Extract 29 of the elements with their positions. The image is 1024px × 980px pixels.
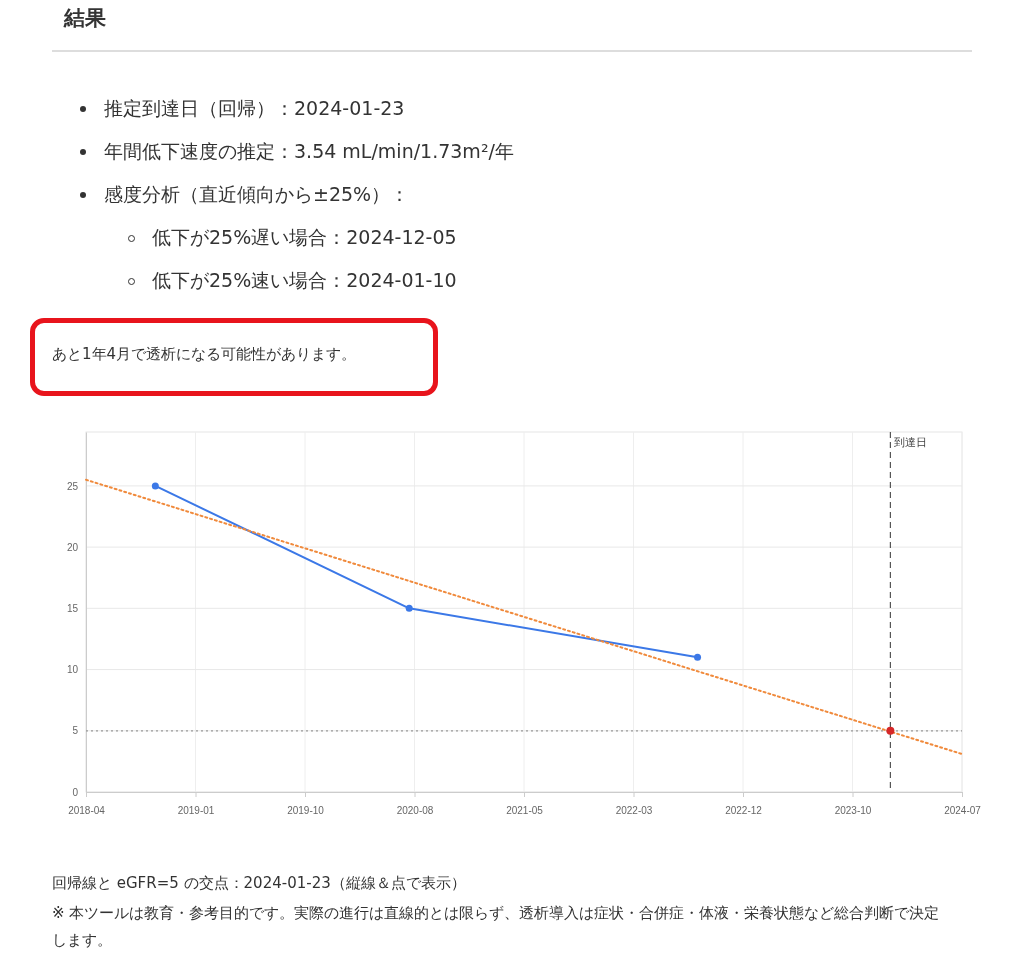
y-tick-label: 5 bbox=[72, 725, 79, 737]
x-tick-label: 2019-10 bbox=[287, 805, 325, 816]
text: 低下が25%遅い場合：2024-12-05 bbox=[152, 225, 457, 251]
point bbox=[694, 653, 702, 661]
point bbox=[405, 604, 413, 612]
y-tick-label: 25 bbox=[66, 480, 79, 492]
text: 回帰線と eGFR=5 の交点：2024-01-23（縦線＆点で表示） bbox=[52, 873, 467, 894]
text: 低下が25%速い場合：2024-01-10 bbox=[152, 268, 457, 294]
x-tick-label: 2022-12 bbox=[725, 805, 763, 816]
x-tick-label: 2023-10 bbox=[834, 805, 872, 816]
y-tick-label: 0 bbox=[72, 786, 79, 798]
text: 年間低下速度の推定：3.54 mL/min/1.73m²/年 bbox=[104, 139, 514, 165]
text: ※ 本ツールは教育・参考目的です。実際の進行は直線的とは限らず、透析導入は症状・合併症・体液・栄養状態など総合判断で決定します。 bbox=[52, 903, 941, 951]
text: あと1年4月で透析になる可能性があります。 bbox=[52, 345, 357, 364]
y-tick-label: 20 bbox=[66, 541, 79, 553]
x-tick-label: 2022-03 bbox=[615, 805, 653, 816]
x-tick-label: 2018-04 bbox=[68, 805, 106, 816]
point bbox=[886, 726, 895, 735]
ref-line-label: 到達日 bbox=[894, 436, 928, 449]
x-tick-label: 2019-01 bbox=[177, 805, 215, 816]
x-tick-label: 2020-08 bbox=[396, 805, 434, 816]
text: 感度分析（直近傾向から±25%）： bbox=[104, 182, 410, 208]
x-tick-label: 2021-05 bbox=[506, 805, 544, 816]
y-tick-label: 15 bbox=[66, 603, 79, 615]
point bbox=[151, 482, 159, 490]
y-tick-label: 10 bbox=[66, 664, 79, 676]
x-tick-label: 2024-07 bbox=[944, 805, 982, 816]
chart-title: 結果 bbox=[64, 5, 106, 32]
text: 推定到達日（回帰）：2024-01-23 bbox=[104, 96, 405, 122]
